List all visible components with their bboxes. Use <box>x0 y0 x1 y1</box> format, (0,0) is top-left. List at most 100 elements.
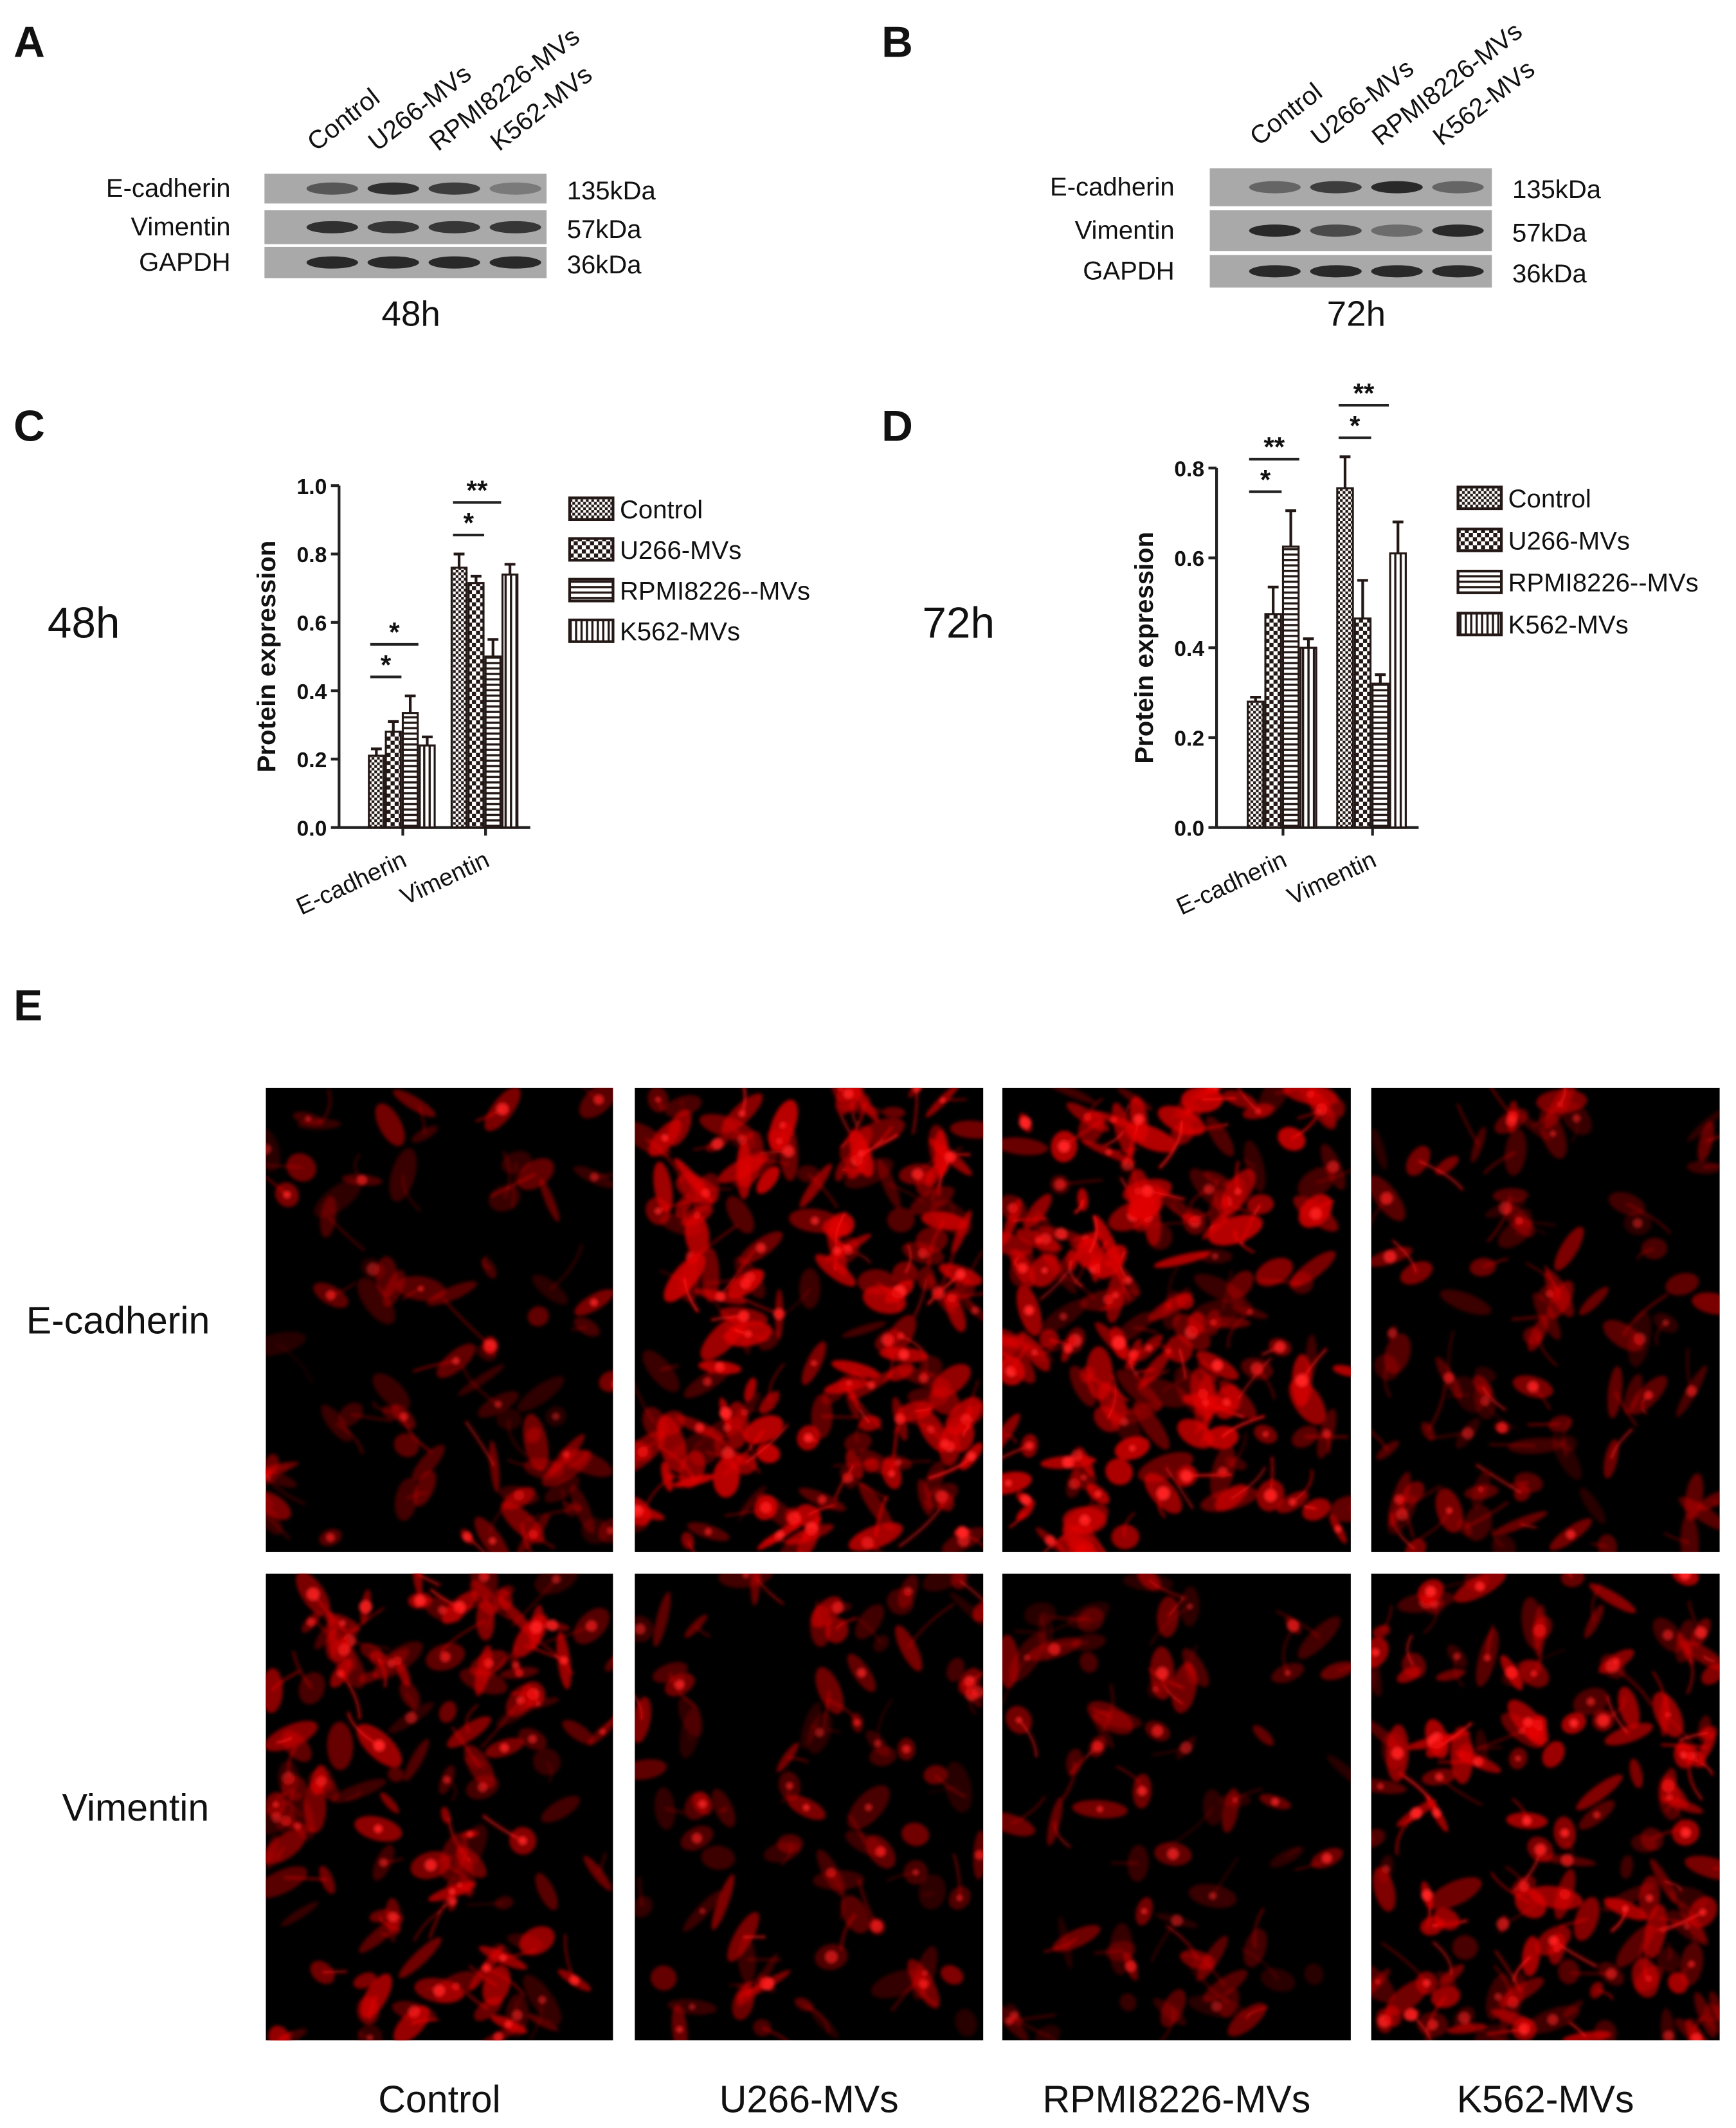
nucleus-spot <box>546 1619 559 1632</box>
cell-process <box>1667 1942 1672 1961</box>
y-tick-label: 0.2 <box>296 748 327 772</box>
nucleus-spot <box>438 1605 448 1615</box>
nucleus-spot <box>786 1782 793 1790</box>
cell <box>925 1158 946 1187</box>
cell-process <box>1371 1671 1375 1698</box>
cell <box>642 1350 680 1392</box>
nucleus-spot <box>755 1242 766 1253</box>
nucleus-spot <box>1515 1756 1521 1761</box>
cell <box>727 1912 759 1962</box>
nucleus-spot <box>1680 1752 1687 1758</box>
cell <box>327 1722 354 1770</box>
cell <box>523 1414 549 1471</box>
cell <box>476 1344 497 1361</box>
nucleus-spot <box>1112 1292 1119 1298</box>
cell-process <box>1689 2033 1695 2041</box>
nucleus-spot <box>1310 1208 1322 1220</box>
nucleus-spot <box>1096 1806 1103 1812</box>
cell <box>635 1896 653 1918</box>
cell <box>1197 1360 1219 1381</box>
cell-process <box>372 1401 392 1414</box>
nucleus-spot <box>1040 1233 1052 1245</box>
nucleus-spot <box>1042 1268 1048 1274</box>
nucleus-spot <box>811 1360 817 1367</box>
cell-process <box>1229 1466 1267 1501</box>
nucleus-spot <box>266 1143 272 1155</box>
nucleus-spot <box>1187 1603 1193 1610</box>
cell-process <box>1136 1367 1155 1374</box>
cell <box>280 1901 319 1927</box>
cell-process <box>1311 1087 1321 1098</box>
cell-process <box>1560 1087 1567 1102</box>
nucleus-spot <box>1377 1783 1384 1790</box>
cell-process <box>1643 1947 1647 1978</box>
significance-label: * <box>389 617 400 648</box>
cell-process <box>1123 1512 1135 1538</box>
cell <box>321 1405 352 1442</box>
cell <box>711 1874 735 1931</box>
nucleus-spot <box>1060 1313 1067 1321</box>
cell <box>919 1356 943 1378</box>
cell-process <box>1234 1230 1255 1253</box>
cell <box>845 1385 860 1418</box>
cell <box>1668 1886 1708 1909</box>
nucleus-spot <box>1062 1456 1074 1468</box>
cell <box>635 1513 649 1532</box>
cell-process <box>1214 1178 1228 1224</box>
nucleus-spot <box>1396 1508 1409 1521</box>
cell-process <box>1433 1918 1447 1929</box>
legend-swatch <box>568 537 615 562</box>
cell <box>1180 1087 1224 1113</box>
cell <box>701 1247 719 1303</box>
legend-swatch <box>1456 612 1503 637</box>
band <box>1432 265 1484 278</box>
cell-process <box>1611 1664 1653 1707</box>
cell-process <box>745 1573 750 1576</box>
cell <box>951 1210 972 1254</box>
cell-process <box>1164 1806 1214 1849</box>
cell-process <box>1202 1958 1226 1987</box>
nucleus-spot <box>1274 1341 1286 1353</box>
y-tick-label: 1.0 <box>296 475 327 499</box>
y-tick-label: 0.8 <box>296 543 327 567</box>
legend-label: U266-MVs <box>1508 527 1630 555</box>
band <box>1249 224 1301 237</box>
cell <box>635 1759 667 1780</box>
nucleus-spot <box>1124 1276 1132 1284</box>
cell <box>815 1667 844 1714</box>
cell <box>916 1226 948 1253</box>
nucleus-spot <box>1063 1344 1073 1354</box>
cell <box>1094 1710 1142 1729</box>
cell <box>928 1387 960 1415</box>
cell-process <box>1511 1314 1548 1321</box>
cell-process <box>779 1287 811 1318</box>
cell <box>1140 1352 1170 1387</box>
nucleus-spot <box>1152 1686 1159 1693</box>
nucleus-spot <box>462 1531 473 1542</box>
cell <box>858 1482 894 1532</box>
cell-process <box>1158 1120 1184 1170</box>
cell <box>1528 1886 1583 1910</box>
band <box>428 256 480 269</box>
cell-process <box>510 1578 557 1627</box>
cell-process <box>659 1269 691 1284</box>
cell-process <box>1316 1169 1351 1184</box>
cell-process <box>507 1419 529 1458</box>
cell <box>887 1588 914 1615</box>
nucleus-spot <box>815 1728 824 1738</box>
cell-process <box>1479 1745 1502 1751</box>
cell <box>1105 1458 1133 1486</box>
cell <box>955 2008 977 2037</box>
cell-process <box>1106 1374 1117 1420</box>
cell <box>581 1518 610 1544</box>
cell <box>1470 1127 1486 1163</box>
cell-process <box>635 1383 656 1424</box>
legend-label: K562-MVs <box>1508 611 1629 639</box>
legend-swatch <box>568 618 615 643</box>
cell <box>439 1701 457 1723</box>
nucleus-spot <box>1018 1263 1028 1273</box>
cell-process <box>1292 1469 1314 1504</box>
cell-process <box>1567 1573 1574 1579</box>
nucleus-spot <box>1295 1374 1308 1387</box>
legend-label: RPMI8226--MVs <box>1508 569 1699 597</box>
